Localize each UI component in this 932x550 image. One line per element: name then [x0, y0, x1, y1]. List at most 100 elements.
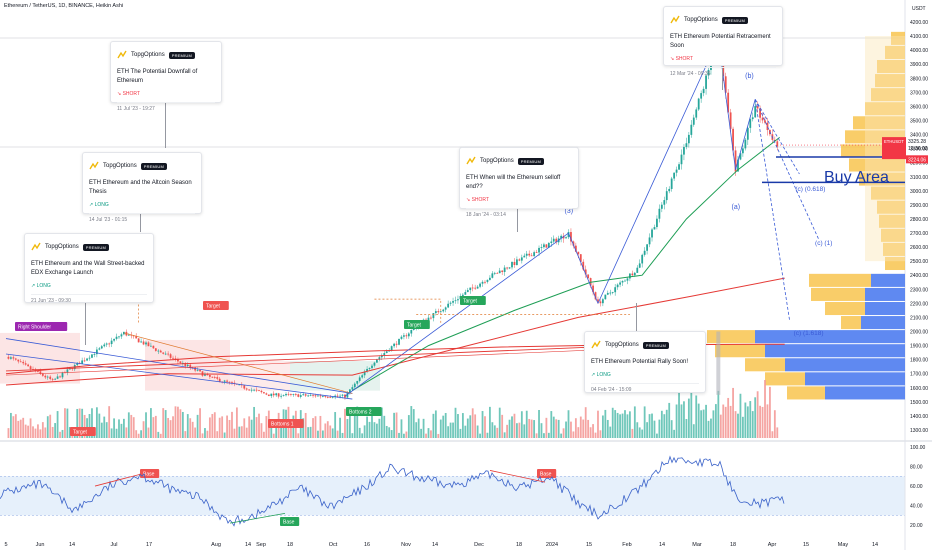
- idea-title[interactable]: ETH When will the Ethereum selloff end??: [466, 175, 561, 190]
- candle: [469, 287, 472, 291]
- target-label-1: Target: [203, 301, 229, 310]
- volume-bar: [159, 433, 162, 438]
- candle: [498, 270, 501, 274]
- idea-card[interactable]: TopgOptions PREMIUM ETH The Potential Down…: [110, 41, 222, 112]
- volume-bar: [186, 414, 189, 438]
- time-axis-label: Apr: [768, 542, 777, 548]
- low-tag: [906, 155, 928, 164]
- idea-author[interactable]: TopgOptions: [131, 52, 165, 58]
- volume-bar: [113, 418, 115, 438]
- candle: [186, 364, 189, 367]
- idea-title[interactable]: ETH Ethereum and the Altcoin Season Thes…: [89, 180, 192, 195]
- candle: [476, 286, 479, 289]
- idea-divider: [466, 208, 572, 209]
- volume-bar: [702, 409, 705, 438]
- volume-bar: [638, 427, 641, 438]
- candle: [275, 393, 278, 396]
- volume-bar: [773, 410, 776, 438]
- volume-profile-bar: [877, 59, 905, 74]
- volume-bar: [476, 425, 479, 438]
- volume-bar: [223, 432, 226, 438]
- idea-direction-label: LONG: [94, 202, 109, 208]
- idea-author[interactable]: TopgOptions: [480, 158, 514, 164]
- candle: [496, 272, 499, 274]
- idea-card[interactable]: TopgOptions PREMIUM ETH Ethereum Potential…: [663, 6, 783, 77]
- idea-date: 04 Feb '24 - 15:09: [591, 387, 632, 393]
- volume-bar: [714, 404, 717, 438]
- volume-profile-bar: [811, 287, 865, 301]
- volume-bar: [400, 419, 403, 438]
- volume-bar: [744, 402, 747, 438]
- volume-bar: [503, 432, 506, 438]
- volume-bar: [717, 390, 720, 438]
- idea-title[interactable]: ETH Ethereum and the Wall Street-backed …: [31, 261, 145, 276]
- idea-title[interactable]: ETH Ethereum Potential Rally Soon!: [591, 359, 689, 365]
- volume-bar: [621, 413, 624, 438]
- volume-bar: [208, 417, 211, 438]
- volume-bar: [243, 418, 246, 438]
- volume-bar: [329, 425, 332, 438]
- volume-bar: [651, 413, 653, 438]
- price-tick-label: 2500.00: [910, 259, 928, 265]
- price-tick-label: 3200.00: [910, 161, 928, 167]
- idea-author[interactable]: TopgOptions: [103, 163, 137, 169]
- candle: [118, 336, 120, 338]
- volume-bar: [513, 413, 516, 438]
- idea-title[interactable]: ETH The Potential Downfall of Ethereum: [117, 69, 198, 84]
- candle: [179, 361, 182, 363]
- premium-badge: PREMIUM: [82, 243, 109, 251]
- candle: [439, 311, 442, 313]
- ma-200-line: [5, 277, 785, 386]
- candle: [100, 346, 103, 349]
- candle: [633, 272, 636, 276]
- idea-direction-label: SHORT: [675, 56, 694, 62]
- idea-card[interactable]: TopgOptions PREMIUM ETH Ethereum Potential…: [584, 331, 706, 393]
- volume-bar: [388, 427, 391, 438]
- idea-card[interactable]: TopgOptions PREMIUM ETH Ethereum and the A…: [82, 152, 202, 223]
- candle: [167, 353, 170, 355]
- candle: [484, 281, 486, 283]
- idea-connector: [517, 207, 518, 232]
- candle: [729, 112, 732, 129]
- volume-bar: [412, 409, 415, 438]
- candle: [66, 369, 69, 373]
- idea-divider: [31, 294, 147, 295]
- volume-bar: [705, 404, 707, 438]
- base-label-2-text: Base: [540, 472, 552, 478]
- idea-card[interactable]: TopgOptions PREMIUM ETH When will the Ethe…: [459, 147, 579, 218]
- volume-bar: [348, 414, 351, 438]
- idea-card[interactable]: TopgOptions PREMIUM ETH Ethereum and the W…: [24, 233, 154, 304]
- volume-profile-bar: [885, 256, 905, 271]
- candle: [464, 292, 467, 295]
- candle: [638, 263, 641, 268]
- idea-author[interactable]: TopgOptions: [684, 17, 718, 23]
- candle: [516, 259, 518, 266]
- idea-direction: ↗ LONG: [25, 278, 153, 289]
- candle: [675, 169, 678, 173]
- volume-bar: [309, 426, 312, 438]
- candle: [734, 150, 737, 172]
- candle: [164, 353, 167, 355]
- right-shoulder-label-bg: [15, 322, 68, 331]
- idea-title[interactable]: ETH Ethereum Potential Retracement Soon: [670, 34, 771, 49]
- candle: [653, 227, 656, 230]
- volume-bar: [761, 406, 764, 438]
- brand-logo-icon: [117, 50, 127, 59]
- volume-bar: [729, 405, 732, 438]
- volume-bar: [24, 424, 27, 438]
- candle: [680, 154, 683, 165]
- candle: [46, 376, 49, 378]
- idea-divider: [591, 383, 699, 384]
- time-axis-label: Mar: [692, 542, 702, 548]
- idea-divider: [670, 67, 776, 68]
- volume-bar: [653, 420, 656, 438]
- idea-author[interactable]: TopgOptions: [45, 244, 79, 250]
- idea-author[interactable]: TopgOptions: [605, 342, 639, 348]
- volume-profile-bar: [865, 301, 905, 316]
- price-tick-label: 3000.00: [910, 189, 928, 195]
- volume-bar: [759, 405, 761, 438]
- volume-bar: [449, 422, 452, 438]
- candle: [687, 134, 690, 144]
